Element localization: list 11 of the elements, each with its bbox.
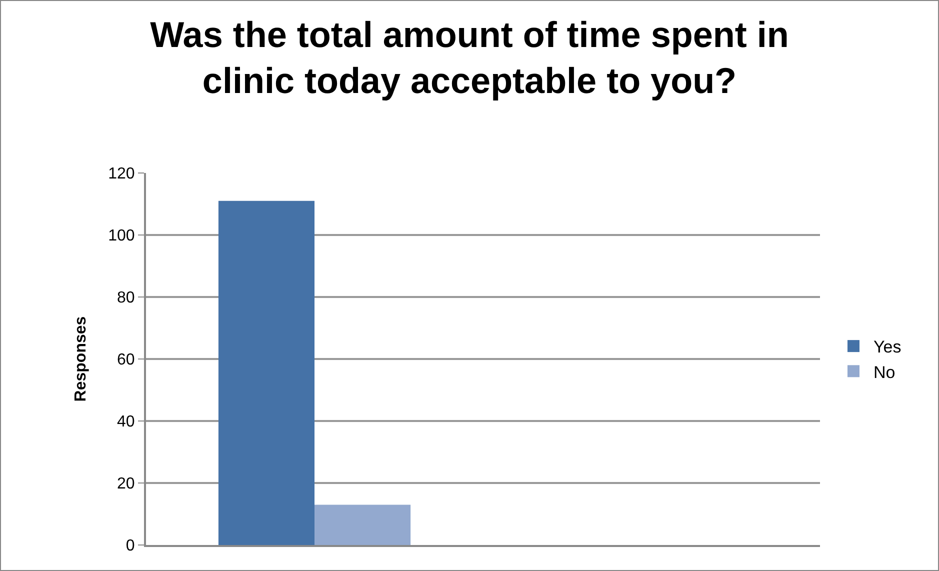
y-tick-label: 80 (117, 290, 135, 307)
y-tick-label: 120 (108, 166, 135, 183)
y-tick-label: 100 (108, 228, 135, 245)
y-axis-title: Responses (72, 316, 90, 402)
legend-label: Yes (873, 338, 902, 357)
y-tick-label: 20 (117, 476, 135, 493)
y-tick-label: 40 (117, 414, 135, 431)
chart-title: Was the total amount of time spent in clinic today acceptable to you? (149, 13, 790, 103)
legend-label: No (873, 362, 896, 382)
y-tick-label: 60 (117, 352, 135, 369)
y-tick-label: 0 (126, 538, 135, 555)
